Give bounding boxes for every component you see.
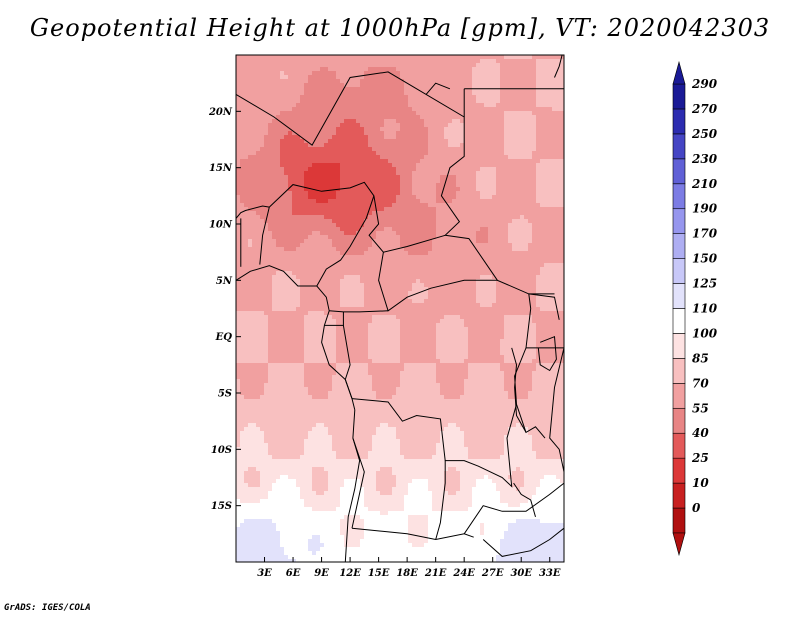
colorbar-swatch	[672, 133, 686, 160]
chart-title: Geopotential Height at 1000hPa [gpm], VT…	[29, 14, 771, 42]
border-line	[425, 82, 451, 95]
colorbar-swatch	[672, 507, 686, 534]
colorbar-label: 70	[692, 376, 709, 390]
lat-tick-label: EQ	[215, 332, 233, 343]
lat-tick-label: 15S	[211, 501, 232, 512]
lat-tick-label: 10N	[209, 220, 233, 231]
colorbar-label: 230	[691, 152, 718, 166]
colorbar-swatch	[672, 432, 686, 459]
border-line	[236, 71, 555, 295]
border-line	[259, 206, 270, 265]
colorbar-swatch	[672, 407, 686, 434]
colorbar-label: 25	[691, 451, 709, 465]
border-line	[329, 310, 389, 313]
border-line	[463, 482, 564, 535]
lon-tick-label: 12E	[339, 568, 361, 579]
colorbar-label: 40	[692, 426, 709, 440]
colorbar-label: 210	[691, 177, 718, 191]
lon-tick-label: 18E	[396, 568, 418, 579]
lat-tick-label: 15N	[209, 163, 233, 174]
border-line	[554, 55, 563, 78]
border-line	[236, 265, 356, 411]
colorbar-swatch	[672, 308, 686, 334]
map-frame	[235, 54, 565, 563]
border-line	[351, 409, 365, 529]
colorbar-label: 170	[692, 227, 718, 241]
colorbar-label: 55	[692, 401, 709, 415]
border-line	[351, 293, 532, 488]
colorbar-label: 10	[692, 476, 709, 490]
lat-tick-label: 5S	[218, 389, 232, 400]
colorbar-label: 110	[692, 302, 718, 316]
border-line	[378, 252, 498, 312]
lon-tick-label: 15E	[368, 568, 390, 579]
colorbar-swatch	[672, 233, 686, 259]
border-line	[537, 335, 557, 372]
height-field	[236, 55, 564, 562]
border-line	[236, 205, 270, 219]
colorbar-label: 190	[692, 202, 718, 216]
colorbar-swatch	[672, 333, 686, 359]
border-line	[549, 347, 564, 473]
colorbar-swatch	[672, 158, 686, 185]
colorbar-label: 125	[692, 277, 717, 291]
colorbar-swatch	[672, 457, 686, 484]
border-line	[516, 404, 546, 439]
lon-tick-label: 3E	[257, 568, 272, 579]
colorbar-label: 270	[691, 102, 718, 116]
lon-tick-label: 33E	[539, 568, 561, 579]
border-line	[528, 293, 560, 320]
colorbar-top-arrow	[672, 60, 686, 85]
colorbar-label: 85	[692, 351, 709, 365]
border-line	[513, 482, 536, 518]
colorbar-bottom-arrow	[672, 532, 686, 557]
border-line	[344, 437, 361, 562]
colorbar-swatch	[672, 208, 686, 234]
border-line	[482, 527, 564, 557]
colorbar-label: 0	[692, 501, 701, 515]
colorbar-swatch	[672, 108, 686, 135]
colorbar-swatch	[672, 383, 686, 409]
colorbar-label: 290	[691, 77, 718, 91]
colorbar-swatch	[672, 358, 686, 384]
colorbar-label: 100	[692, 326, 718, 340]
lon-tick-label: 6E	[286, 568, 301, 579]
map-axes: 3E 6E 9E 12E 15E 18E 21E 24E 27E 30E 33E 20N 15N 10N 5…	[208, 107, 561, 579]
border-line	[435, 460, 446, 540]
colorbar-swatch	[672, 482, 686, 509]
lat-tick-label: 10S	[211, 445, 232, 456]
border-line	[511, 347, 527, 433]
colorbar-swatch	[672, 83, 686, 110]
colorbar-label: 150	[692, 252, 718, 266]
lon-tick-label: 24E	[452, 568, 475, 579]
colorbar-swatch	[672, 258, 686, 284]
border-line	[316, 195, 375, 287]
lon-tick-label: 27E	[481, 568, 504, 579]
country-borders	[236, 55, 564, 562]
grads-credit: GrADS: IGES/COLA	[4, 603, 91, 613]
lat-tick-label: 20N	[208, 107, 233, 118]
colorbar-swatch	[672, 283, 686, 309]
colorbar: 0 10 25 40 55 70 85 100 110 125 150 170 190 210 230 250…	[672, 60, 718, 557]
lon-tick-label: 21E	[424, 568, 447, 579]
lat-tick-label: 5N	[216, 276, 233, 287]
colorbar-label: 250	[691, 127, 718, 141]
lon-tick-label: 30E	[510, 568, 532, 579]
lon-tick-label: 9E	[314, 568, 329, 579]
colorbar-swatch	[672, 183, 686, 210]
